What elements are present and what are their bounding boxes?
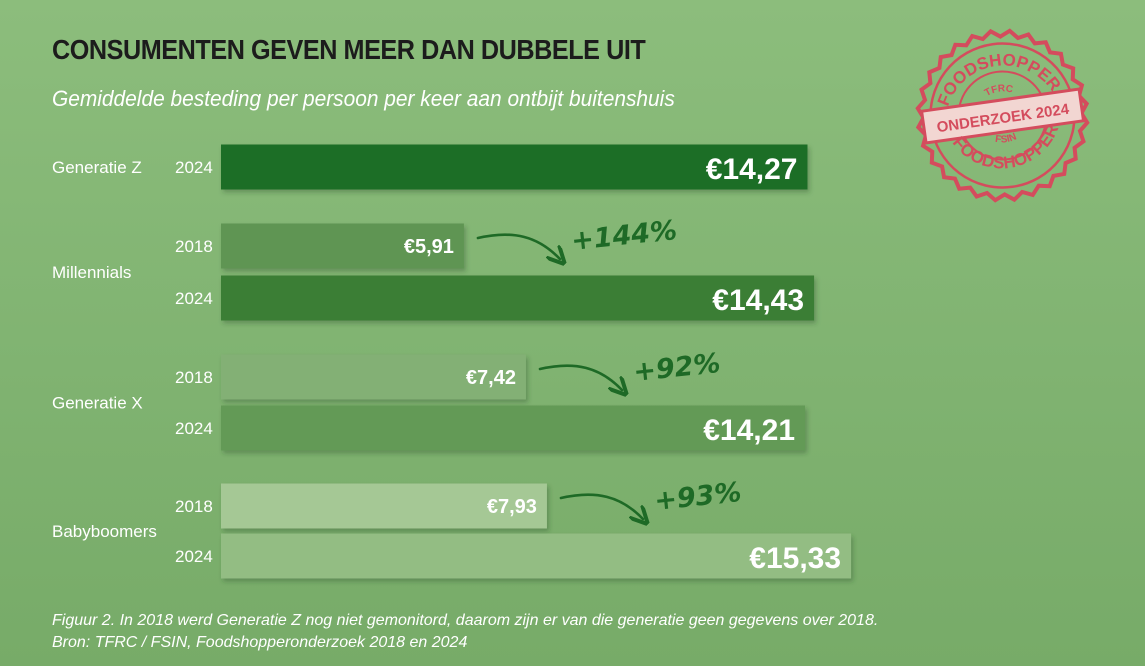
footnote-line-1: Figuur 2. In 2018 werd Generatie Z nog n…	[52, 612, 879, 629]
bar-chart: Generatie Z 2024 €14,27 Millennials 2018 €5,9…	[52, 144, 852, 579]
year-label-2024: 2024	[175, 158, 213, 177]
year-label-2018: 2018	[175, 497, 213, 516]
group-label-millennials: Millennials	[52, 263, 131, 282]
value-label: €14,27	[706, 153, 798, 186]
value-label: €5,91	[404, 236, 454, 258]
year-label-2024: 2024	[175, 547, 213, 566]
growth-arrow	[476, 233, 560, 259]
bar-2024	[221, 405, 806, 451]
chart-subtitle: Gemiddelde besteding per persoon per kee…	[52, 86, 675, 111]
year-label-2024: 2024	[175, 419, 213, 438]
group-label-babyboomers: Babyboomers	[52, 522, 157, 541]
value-label: €14,43	[712, 284, 804, 317]
bar-2018	[221, 354, 526, 400]
growth-arrow	[538, 364, 622, 390]
year-label-2018: 2018	[175, 368, 213, 387]
group-label-generatie-x: Generatie X	[52, 394, 143, 413]
value-label: €7,42	[466, 367, 516, 389]
foodshopper-stamp: FOODSHOPPER TFRC ONDERZOEK 2024 FSIN FOO…	[915, 28, 1090, 203]
svg-text:TFRC: TFRC	[982, 81, 1015, 99]
value-label: €7,93	[487, 496, 537, 518]
year-label-2018: 2018	[175, 237, 213, 256]
growth-percentage: +93%	[653, 477, 743, 517]
bar-2018	[221, 483, 547, 529]
growth-percentage: +144%	[570, 215, 679, 257]
bar-2018	[221, 223, 464, 269]
year-label-2024: 2024	[175, 289, 213, 308]
stamp-bottom-small-text: FSIN	[993, 131, 1018, 147]
bar-2024	[221, 275, 815, 321]
footnote-source: Bron: TFRC / FSIN, Foodshopperonderzoek …	[52, 634, 468, 651]
value-label: €14,21	[703, 414, 795, 447]
bar-2024	[221, 144, 808, 190]
growth-arrow	[559, 493, 643, 519]
bar-2024	[221, 533, 852, 579]
value-label: €15,33	[749, 542, 841, 575]
stamp-top-small-text: TFRC	[982, 81, 1015, 99]
group-label-generatie-z: Generatie Z	[52, 158, 142, 177]
growth-percentage: +92%	[632, 348, 722, 388]
stamp-scalloped-edge	[915, 28, 1090, 203]
svg-text:FSIN: FSIN	[993, 131, 1018, 147]
footnote: Figuur 2. In 2018 werd Generatie Z nog n…	[52, 610, 878, 654]
chart-title: CONSUMENTEN GEVEN MEER DAN DUBBELE UIT	[52, 34, 646, 65]
